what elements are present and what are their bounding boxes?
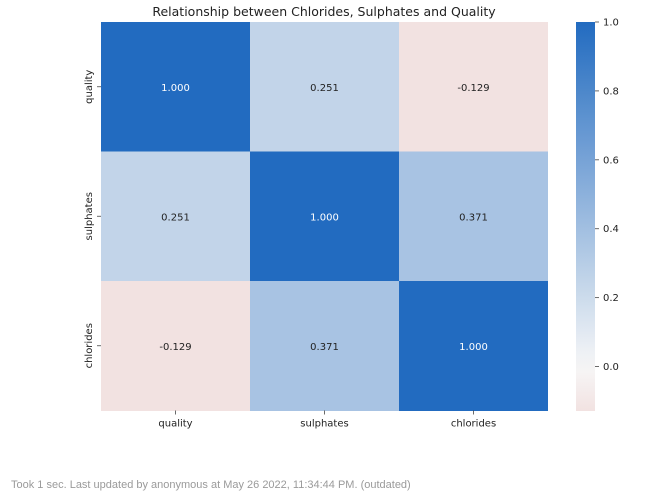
y-tick-label-chlorides: chlorides: [84, 323, 95, 368]
colorbar-tick-label: 0.8: [603, 86, 619, 97]
cell-label-quality-quality: 1.000: [161, 83, 190, 94]
heatmap-cell-chlorides-quality: [101, 281, 250, 411]
heatmap-chart: Relationship between Chlorides, Sulphate…: [84, 4, 619, 430]
cell-label-chlorides-quality: -0.129: [159, 342, 191, 353]
heatmap-cell-chlorides-sulphates: [250, 281, 399, 411]
x-axis-ticks: quality sulphates chlorides: [158, 410, 496, 430]
colorbar-tick-label: 0.2: [603, 293, 619, 304]
x-tick-label-sulphates: sulphates: [300, 419, 348, 430]
cell-label-chlorides-chlorides: 1.000: [459, 342, 488, 353]
y-tick-label-sulphates: sulphates: [84, 192, 95, 240]
heatmap-cell-sulphates-quality: [101, 151, 250, 282]
colorbar: 0.0 0.2 0.4 0.6 0.8 1.0: [576, 18, 619, 411]
colorbar-tick-label: 0.0: [603, 362, 619, 373]
cell-label-chlorides-sulphates: 0.371: [310, 342, 339, 353]
cell-label-sulphates-sulphates: 1.000: [310, 212, 339, 223]
heatmap-cell-quality-sulphates: [250, 22, 399, 152]
x-tick-label-quality: quality: [158, 419, 192, 430]
heatmap-cells: 1.000 0.251 -0.129 0.251 1.000 0.371 -0.129 0.3…: [101, 22, 548, 411]
heatmap-cell-quality-quality: [101, 22, 250, 152]
cell-label-sulphates-quality: 0.251: [161, 212, 190, 223]
y-tick-label-quality: quality: [84, 70, 95, 104]
chart-title: Relationship between Chlorides, Sulphate…: [152, 4, 496, 19]
colorbar-tick-label: 1.0: [603, 18, 619, 29]
cell-label-quality-chlorides: -0.129: [457, 83, 489, 94]
cell-label-quality-sulphates: 0.251: [310, 83, 339, 94]
cell-label-sulphates-chlorides: 0.371: [459, 212, 488, 223]
colorbar-gradient: [576, 22, 595, 411]
heatmap-cell-chlorides-chlorides: [399, 281, 548, 411]
x-tick-label-chlorides: chlorides: [451, 419, 496, 430]
y-axis-ticks: quality sulphates chlorides: [84, 70, 101, 368]
heatmap-cell-sulphates-chlorides: [399, 151, 548, 282]
colorbar-tick-label: 0.6: [603, 155, 619, 166]
colorbar-tick-label: 0.4: [603, 224, 619, 235]
status-footer: Took 1 sec. Last updated by anonymous at…: [11, 479, 411, 491]
heatmap-cell-quality-chlorides: [399, 22, 548, 152]
heatmap-cell-sulphates-sulphates: [250, 151, 399, 282]
